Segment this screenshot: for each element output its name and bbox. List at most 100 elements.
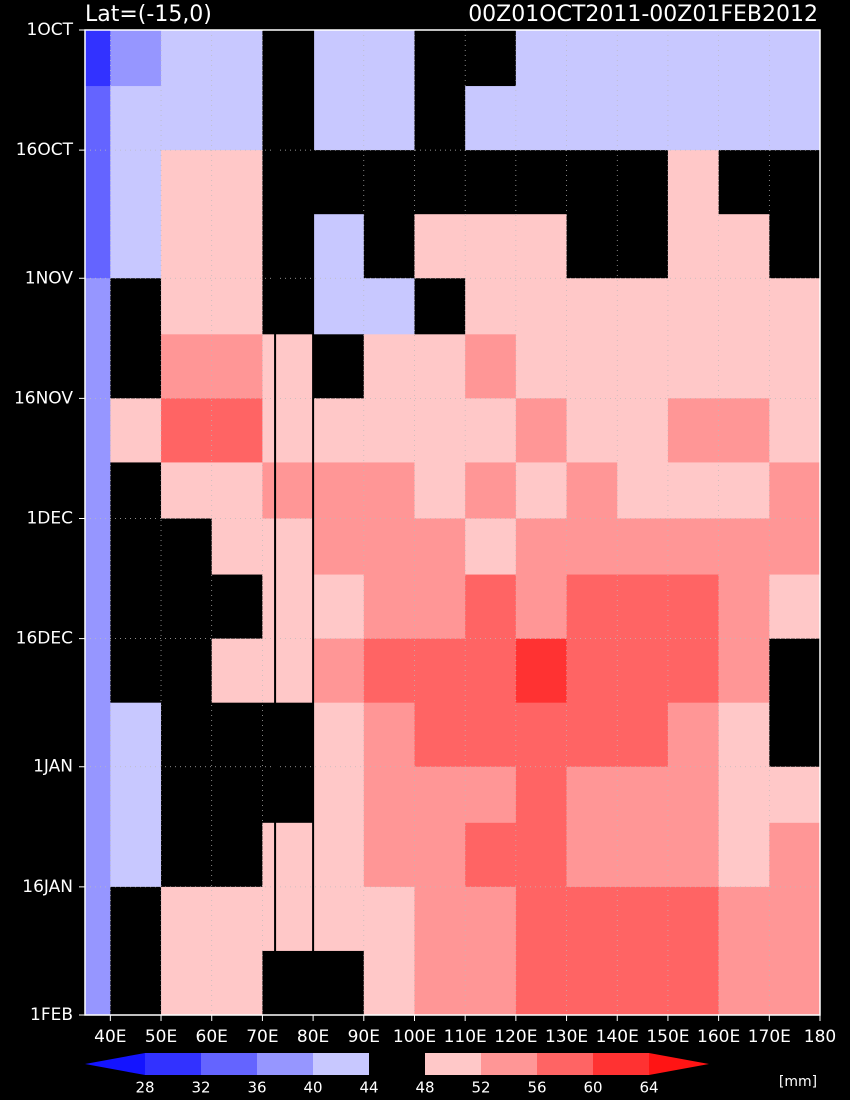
- heat-cell: [465, 766, 517, 824]
- heat-cell: [465, 86, 517, 151]
- heat-cell: [313, 214, 365, 279]
- heat-cell: [262, 398, 314, 463]
- heat-cell: [85, 950, 111, 1016]
- heat-cell: [414, 702, 466, 768]
- heat-cell: [110, 278, 162, 335]
- heat-cell: [161, 462, 213, 519]
- heat-cell: [161, 702, 213, 768]
- heat-cell: [566, 886, 618, 952]
- heat-cell: [110, 822, 162, 888]
- heat-cell: [85, 822, 111, 888]
- heat-cell: [769, 86, 821, 151]
- heat-cell: [414, 462, 466, 519]
- heat-cell: [110, 702, 162, 768]
- heat-cell: [414, 150, 466, 215]
- heat-cell: [465, 214, 517, 279]
- heat-cell: [262, 462, 314, 519]
- heat-cell: [262, 822, 314, 888]
- heat-cell: [110, 86, 162, 151]
- heat-cell: [414, 214, 466, 279]
- heat-cell: [313, 518, 365, 576]
- heat-cell: [718, 886, 770, 952]
- heat-cell: [667, 86, 720, 151]
- heat-cell: [566, 518, 618, 576]
- y-tick-label: 16NOV: [14, 388, 73, 408]
- x-tick-label: 130E: [545, 1027, 588, 1047]
- y-tick-label: 1JAN: [33, 757, 73, 777]
- heat-cell: [110, 766, 162, 824]
- heat-cell: [85, 334, 111, 399]
- x-tick-label: 70E: [246, 1027, 278, 1047]
- colorbar-label: 64: [639, 1079, 658, 1097]
- heat-cell: [262, 214, 314, 279]
- colorbar-box: [313, 1053, 369, 1075]
- heat-cell: [262, 950, 314, 1016]
- heat-cell: [667, 574, 720, 640]
- heat-cell: [617, 886, 669, 952]
- heat-cell: [769, 638, 821, 704]
- colorbar-label: 36: [247, 1079, 266, 1097]
- heat-cell: [363, 334, 415, 399]
- colorbar-label: 52: [471, 1079, 490, 1097]
- heat-cell: [769, 766, 821, 824]
- heat-cell: [515, 86, 568, 151]
- heat-cell: [414, 30, 466, 87]
- heat-cell: [566, 30, 618, 87]
- heat-cell: [161, 574, 213, 640]
- heat-cell: [617, 822, 669, 888]
- heat-cell: [465, 278, 517, 335]
- heat-cell: [617, 334, 669, 399]
- heat-cell: [85, 398, 111, 463]
- heat-cell: [161, 398, 213, 463]
- heat-cell: [617, 518, 669, 576]
- heat-cell: [262, 86, 314, 151]
- heat-cell: [110, 886, 162, 952]
- heat-cell: [414, 886, 466, 952]
- y-tick-label: 1OCT: [27, 20, 74, 40]
- heat-cell: [110, 398, 162, 463]
- heat-cell: [667, 518, 720, 576]
- heat-cell: [85, 518, 111, 576]
- heat-cell: [161, 150, 213, 215]
- colorbar-label: 60: [583, 1079, 602, 1097]
- heat-cell: [363, 886, 415, 952]
- x-tick-label: 140E: [596, 1027, 639, 1047]
- heat-cell: [718, 398, 770, 463]
- heat-cell: [718, 638, 770, 704]
- colorbar-label: 44: [359, 1079, 378, 1097]
- y-tick-label: 16OCT: [16, 140, 74, 160]
- heat-cell: [515, 574, 568, 640]
- heat-cell: [161, 214, 213, 279]
- heat-cell: [465, 702, 517, 768]
- heat-cell: [85, 574, 111, 640]
- heat-cell: [617, 766, 669, 824]
- heat-cell: [110, 334, 162, 399]
- colorbar-box: [593, 1053, 649, 1075]
- heat-cell: [414, 822, 466, 888]
- heat-cell: [667, 150, 720, 215]
- heat-cell: [617, 150, 669, 215]
- heat-cell: [85, 638, 111, 704]
- y-tick-label: 16DEC: [16, 629, 73, 649]
- heat-cell: [718, 518, 770, 576]
- heat-cell: [211, 278, 263, 335]
- heat-cell: [718, 150, 770, 215]
- heat-cell: [769, 518, 821, 576]
- heat-cell: [769, 886, 821, 952]
- heat-cell: [313, 278, 365, 335]
- colorbar-label: 48: [415, 1079, 434, 1097]
- heat-cell: [667, 398, 720, 463]
- heat-cell: [617, 638, 669, 704]
- heat-cell: [718, 702, 770, 768]
- heat-cell: [667, 334, 720, 399]
- heat-cell: [211, 886, 263, 952]
- heat-cell: [465, 518, 517, 576]
- heat-cell: [465, 950, 517, 1016]
- colorbar-label: 32: [191, 1079, 210, 1097]
- heat-cell: [211, 398, 263, 463]
- heat-cell: [161, 278, 213, 335]
- heat-cell: [262, 278, 314, 335]
- heat-cell: [161, 334, 213, 399]
- heat-cell: [363, 638, 415, 704]
